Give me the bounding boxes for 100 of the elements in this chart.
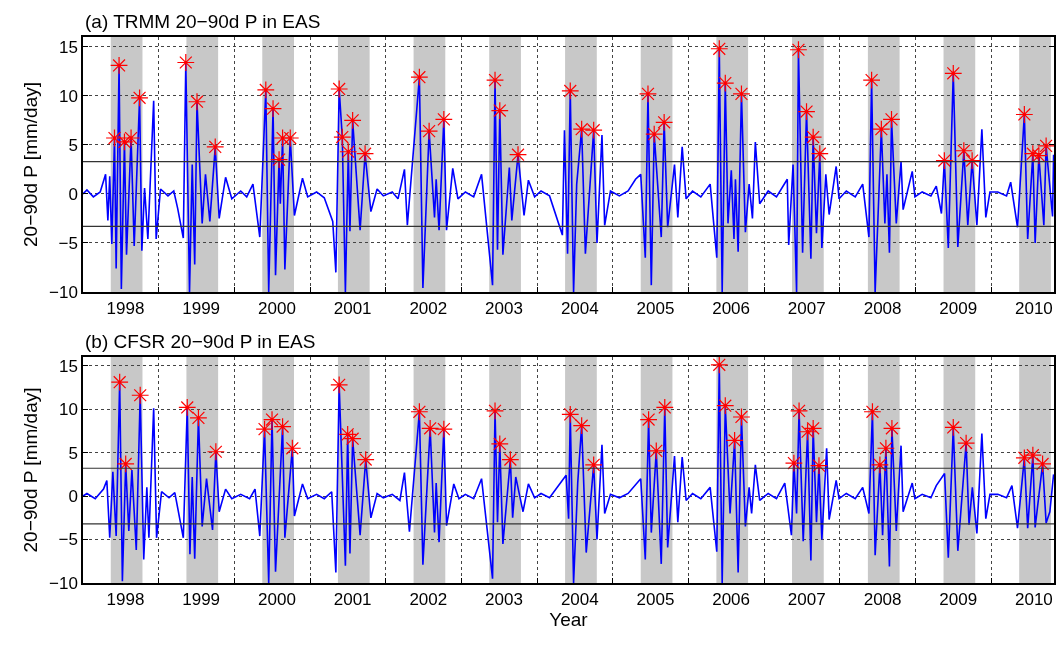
point	[789, 40, 808, 59]
point	[490, 434, 509, 453]
y-tick-label: 10	[58, 86, 78, 106]
x-tick-label: 2005	[636, 590, 675, 610]
point	[732, 84, 751, 103]
point	[434, 420, 453, 439]
y-tick-label: 0	[68, 184, 78, 204]
point	[486, 401, 505, 420]
x-tick-label: 2006	[712, 590, 750, 610]
y-tick-label: 5	[68, 443, 78, 463]
x-tick-label: 2000	[258, 299, 296, 319]
x-tick-label: 2007	[787, 590, 826, 610]
point	[343, 111, 362, 130]
point	[882, 110, 901, 129]
point	[963, 151, 982, 170]
chart-title: (a) TRMM 20−90d P in EAS	[85, 11, 321, 32]
point	[263, 410, 282, 429]
x-tick-label: 1998	[106, 299, 145, 319]
y-axis-title: 20−90d P [mm/day]	[20, 387, 42, 553]
point	[410, 68, 429, 87]
point	[333, 128, 352, 147]
point	[330, 375, 349, 394]
point	[716, 74, 735, 93]
point	[115, 132, 134, 151]
point	[716, 396, 735, 415]
point	[572, 416, 591, 435]
point	[804, 128, 823, 147]
x-tick-label: 1999	[182, 299, 221, 319]
x-tick-label: 2009	[939, 299, 978, 319]
point	[957, 434, 976, 453]
x-tick-label: 2003	[485, 590, 523, 610]
point	[256, 80, 275, 99]
point	[356, 450, 375, 469]
x-tick-label: 2002	[409, 590, 448, 610]
x-axis-title: Year	[549, 609, 589, 631]
point	[935, 151, 954, 170]
point	[790, 401, 809, 420]
point	[122, 129, 141, 148]
x-tick-label: 2004	[560, 590, 599, 610]
point	[882, 419, 901, 438]
point	[584, 455, 603, 474]
y-tick-label: 0	[68, 487, 78, 507]
point	[206, 442, 225, 461]
point	[645, 125, 664, 144]
point	[270, 150, 289, 169]
point	[330, 79, 349, 98]
point	[130, 88, 149, 107]
point	[131, 386, 150, 405]
point	[501, 450, 520, 469]
x-tick-label: 2010	[1014, 590, 1053, 610]
x-tick-label: 2007	[787, 299, 826, 319]
point	[206, 137, 225, 156]
y-tick-label: 15	[58, 37, 78, 57]
chart-title: (b) CFSR 20−90d P in EAS	[85, 331, 316, 352]
x-tick-label: 1999	[182, 590, 221, 610]
point	[356, 144, 375, 163]
point	[490, 101, 509, 120]
point	[954, 141, 973, 160]
point	[176, 53, 195, 72]
point	[105, 129, 124, 148]
x-tick-label: 2010	[1014, 299, 1053, 319]
point	[876, 439, 895, 458]
point	[732, 407, 751, 426]
x-tick-label: 2001	[333, 590, 372, 610]
point	[561, 81, 580, 100]
point	[486, 71, 505, 90]
line-series	[83, 364, 1054, 583]
x-tick-label: 2008	[863, 299, 902, 319]
y-tick-label: −10	[49, 573, 78, 593]
point	[638, 84, 657, 103]
point	[187, 92, 206, 111]
x-tick-label: 1998	[106, 590, 145, 610]
point	[797, 102, 816, 121]
x-tick-label: 2008	[863, 590, 902, 610]
x-tick-label: 2004	[560, 299, 599, 319]
point	[434, 110, 453, 129]
y-tick-label: −5	[58, 530, 78, 550]
point	[420, 122, 439, 141]
point	[647, 441, 666, 460]
point	[810, 144, 829, 163]
point	[116, 454, 135, 473]
point	[870, 455, 889, 474]
point	[410, 402, 429, 421]
y-tick-label: 5	[68, 135, 78, 155]
point	[264, 99, 283, 118]
y-tick-label: 10	[58, 400, 78, 420]
point	[798, 422, 817, 441]
point	[710, 357, 729, 374]
point	[561, 405, 580, 424]
y-tick-label: −5	[58, 233, 78, 253]
point	[1015, 448, 1034, 467]
point	[872, 120, 891, 139]
point	[784, 454, 803, 473]
point	[655, 398, 674, 417]
x-tick-label: 2000	[258, 590, 296, 610]
point	[655, 113, 674, 132]
point	[1023, 446, 1042, 465]
point	[944, 64, 963, 83]
y-axis-title: 20−90d P [mm/day]	[20, 82, 42, 247]
point	[178, 398, 197, 417]
